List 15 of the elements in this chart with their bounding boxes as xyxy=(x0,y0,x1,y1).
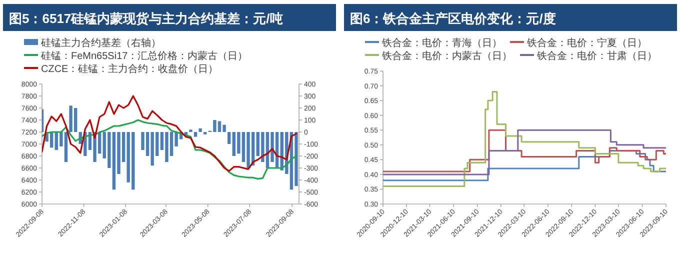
legend-label: 铁合金：电价：内蒙古（日） xyxy=(381,50,512,62)
legend-label: 铁合金：电价：甘肃（日） xyxy=(536,50,657,62)
legend-label: 铁合金：电价：宁夏（日） xyxy=(526,37,647,49)
legend-item: 硅锰：FeMn65Si17：汇总价格：内蒙古（日） xyxy=(24,51,248,62)
legend-item: 硅锰主力合约基差（右轴） xyxy=(24,38,161,49)
legend-label: 硅锰主力合约基差（右轴） xyxy=(40,37,161,49)
title: 图5：6517硅锰内蒙现货与主力合约基差：元/吨 xyxy=(9,11,283,26)
legend-label: CZCE：硅锰：主力合约：收盘价（日） xyxy=(41,63,218,75)
legend-label: 铁合金：电价：青海（日） xyxy=(381,37,502,49)
legend-item: 铁合金：电价：宁夏（日） xyxy=(510,38,647,49)
legend-item: 铁合金：电价：青海（日） xyxy=(365,38,502,49)
title: 图6：铁合金主产区电价变化：元/度 xyxy=(350,11,556,26)
legend-item: 铁合金：电价：甘肃（日） xyxy=(520,51,657,62)
legend-item: 铁合金：电价：内蒙古（日） xyxy=(365,51,512,62)
legend-item: CZCE：硅锰：主力合约：收盘价（日） xyxy=(24,64,218,75)
